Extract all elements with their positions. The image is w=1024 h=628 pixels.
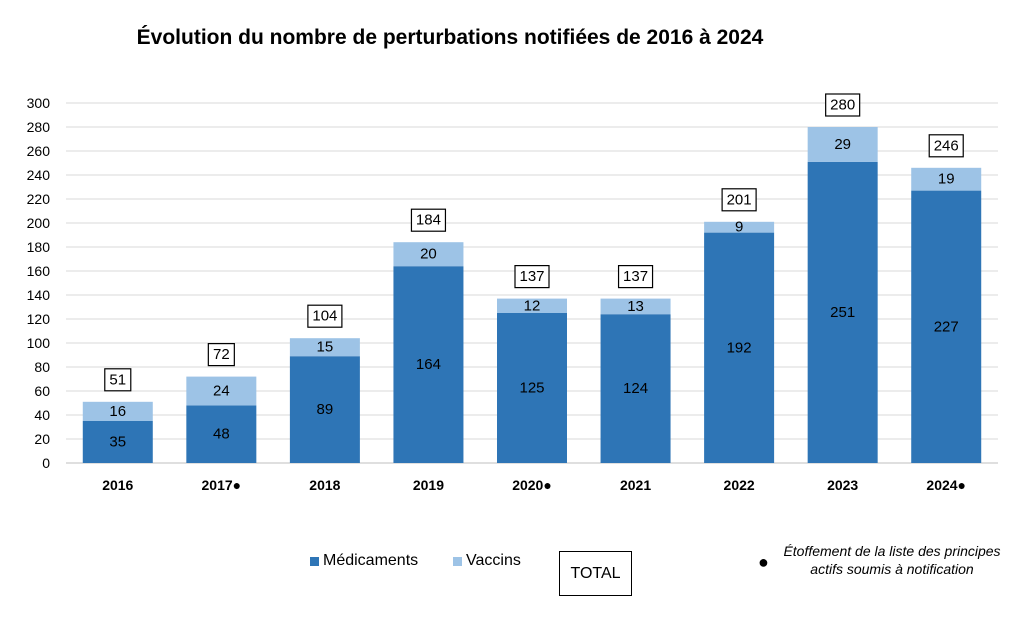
bar-segment-medicaments — [911, 190, 982, 463]
bar-value-label: 16 — [109, 403, 126, 420]
y-tick-label: 120 — [27, 311, 51, 327]
x-tick-label: 2017● — [202, 477, 242, 493]
bar-value-label: 12 — [524, 297, 541, 314]
y-tick-label: 60 — [34, 383, 50, 399]
y-tick-label: 180 — [27, 239, 51, 255]
total-value-label: 51 — [109, 371, 126, 388]
bar-value-label: 19 — [938, 171, 955, 188]
legend-item-vaccins: Vaccins — [453, 552, 521, 570]
bar-value-label: 89 — [317, 401, 334, 418]
x-tick-label: 2019 — [413, 477, 444, 493]
x-tick-label: 2024● — [926, 477, 966, 493]
total-value-label: 184 — [416, 212, 441, 229]
footnote-text: Étoffement de la liste des principes act… — [783, 543, 1001, 577]
x-tick-label: 2018 — [309, 477, 340, 493]
legend-label-medicaments: Médicaments — [323, 552, 419, 569]
bar-segment-vaccins — [704, 221, 775, 233]
bar-value-label: 15 — [317, 339, 334, 356]
total-label-box — [307, 304, 343, 328]
bar-segment-medicaments — [807, 161, 878, 464]
total-label-box — [104, 368, 132, 392]
bar-value-label: 29 — [834, 136, 851, 153]
total-label-box — [617, 265, 654, 289]
bar-segment-medicaments — [289, 356, 360, 463]
bar-segment-vaccins — [497, 298, 567, 313]
x-tick-label: 2016 — [102, 477, 133, 493]
y-tick-label: 100 — [27, 335, 51, 351]
y-tick-label: 80 — [34, 359, 50, 375]
total-label-box — [514, 265, 550, 289]
y-tick-label: 0 — [42, 455, 50, 471]
bar-value-label: 251 — [830, 304, 855, 321]
bar-value-label: 227 — [934, 318, 959, 335]
total-value-label: 201 — [727, 191, 752, 208]
total-label-box — [928, 134, 964, 158]
total-label-box — [207, 343, 235, 367]
total-label-box — [825, 93, 861, 117]
y-tick-label: 20 — [34, 431, 50, 447]
y-tick-label: 300 — [27, 95, 51, 111]
total-value-label: 137 — [519, 268, 544, 285]
y-tick-label: 220 — [27, 191, 51, 207]
y-tick-label: 140 — [27, 287, 51, 303]
legend-total-box: TOTAL — [559, 551, 632, 596]
bar-segment-medicaments — [497, 313, 567, 463]
bar-value-label: 48 — [213, 426, 230, 443]
bar-value-label: 24 — [213, 383, 230, 400]
bar-value-label: 13 — [627, 298, 644, 315]
y-tick-label: 240 — [27, 167, 51, 183]
bar-segment-vaccins — [82, 401, 153, 421]
bar-segment-vaccins — [289, 338, 360, 357]
total-label-box — [410, 208, 447, 232]
total-value-label: 246 — [934, 137, 959, 154]
footnote-bullet-icon: ● — [758, 552, 769, 572]
bar-segment-medicaments — [600, 314, 671, 463]
legend-swatch-vaccins — [453, 556, 462, 566]
total-value-label: 104 — [312, 308, 337, 325]
bar-segment-vaccins — [186, 376, 257, 406]
total-label-box — [721, 188, 757, 212]
x-tick-label: 2022 — [724, 477, 755, 493]
bar-value-label: 164 — [416, 356, 441, 373]
bar-segment-medicaments — [82, 421, 153, 463]
y-tick-label: 40 — [34, 407, 50, 423]
bar-segment-vaccins — [600, 298, 671, 315]
bar-segment-medicaments — [393, 266, 464, 463]
bar-value-label: 35 — [109, 434, 126, 451]
total-value-label: 137 — [623, 268, 648, 285]
y-tick-label: 200 — [27, 215, 51, 231]
legend-swatch-medicaments — [310, 556, 319, 566]
bar-value-label: 125 — [519, 380, 544, 397]
bar-segment-medicaments — [704, 232, 775, 463]
y-tick-label: 280 — [27, 119, 51, 135]
bar-segment-vaccins — [911, 167, 982, 191]
legend-label-total: TOTAL — [570, 564, 621, 582]
bar-value-label: 192 — [727, 339, 752, 356]
legend-label-vaccins: Vaccins — [466, 552, 521, 569]
chart-title: Évolution du nombre de perturbations not… — [136, 26, 764, 49]
bar-value-label: 124 — [623, 380, 648, 397]
x-tick-label: 2021 — [620, 477, 651, 493]
bar-value-label: 9 — [735, 219, 743, 236]
bar-value-label: 20 — [420, 246, 437, 263]
bar-segment-vaccins — [393, 242, 464, 267]
y-tick-label: 160 — [27, 263, 51, 279]
total-value-label: 280 — [830, 97, 855, 114]
x-tick-label: 2023 — [827, 477, 858, 493]
bar-segment-vaccins — [807, 127, 878, 162]
total-value-label: 72 — [213, 346, 230, 363]
y-tick-label: 260 — [27, 143, 51, 159]
x-tick-label: 2020● — [512, 477, 552, 493]
legend-item-medicaments: Médicaments — [310, 552, 418, 570]
bar-segment-medicaments — [186, 405, 257, 463]
